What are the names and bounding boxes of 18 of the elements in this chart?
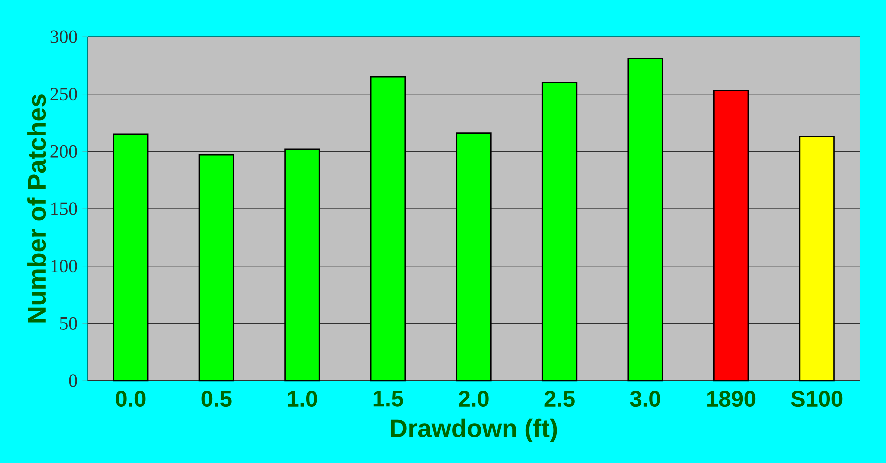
y-tick-label: 0 <box>69 374 78 388</box>
y-tick-label: 100 <box>52 260 78 273</box>
y-tick-label: 150 <box>52 202 78 216</box>
y-tick-label: 250 <box>50 88 78 101</box>
y-tick-label: 50 <box>60 317 78 330</box>
x-tick-label: 1.5 <box>374 391 404 407</box>
y-tick-label: 200 <box>50 145 78 158</box>
x-tick-label: 0.5 <box>202 391 232 408</box>
x-tick-label: 1890 <box>708 391 756 408</box>
x-tick-label: 3.0 <box>630 391 660 408</box>
x-tick-label: 0.0 <box>116 391 146 408</box>
y-axis-title: Number of Patches <box>28 94 46 323</box>
x-axis-title: Drawdown (ft) <box>391 418 558 443</box>
x-tick-label: 2.0 <box>459 391 489 408</box>
x-tick-label: S100 <box>791 391 843 408</box>
x-tick-label: 2.5 <box>544 391 575 408</box>
x-tick-label: 1.0 <box>288 391 318 408</box>
y-tick-label: 300 <box>50 30 78 44</box>
